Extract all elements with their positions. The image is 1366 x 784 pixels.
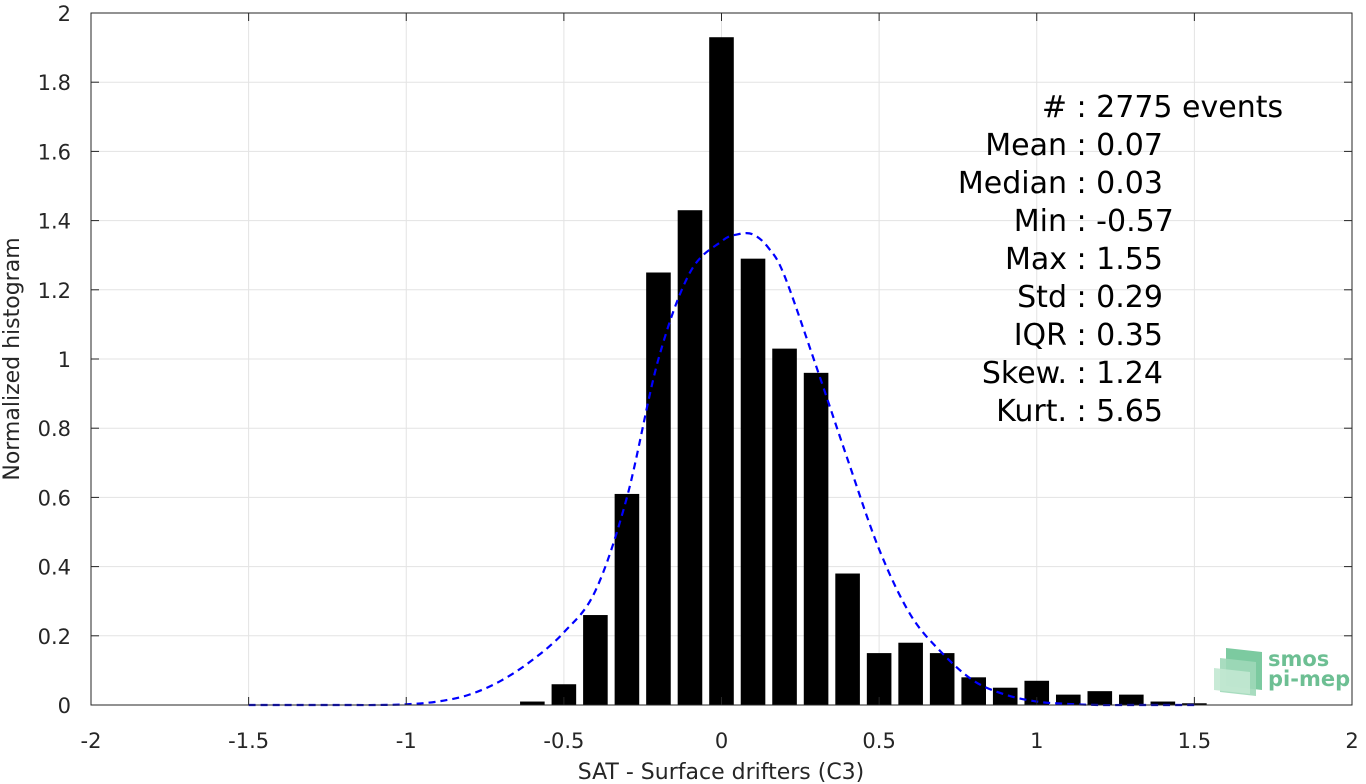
y-tick-label: 0.2 <box>38 625 71 649</box>
histogram-bar <box>803 372 829 705</box>
x-tick-label: 1 <box>1030 729 1043 753</box>
y-axis-label: Normalized histogram <box>0 237 25 480</box>
histogram-bar <box>898 642 923 705</box>
stats-line: Kurt. : 5.65 <box>996 394 1163 429</box>
stats-line: # : 2775 events <box>1042 90 1283 125</box>
y-tick-label: 1.2 <box>38 279 71 303</box>
x-tick-label: -2 <box>81 729 102 753</box>
fit-curve <box>248 232 1195 707</box>
histogram-bars <box>520 37 1207 706</box>
x-axis-label: SAT - Surface drifters (C3) <box>578 760 865 784</box>
x-tick-label: -0.5 <box>543 729 584 753</box>
y-tick-label: 1.8 <box>38 71 71 95</box>
y-tick-label: 0.8 <box>38 417 71 441</box>
histogram-bar <box>1119 694 1144 705</box>
y-tick-label: 1 <box>58 348 71 372</box>
x-tick-label: -1.5 <box>228 729 269 753</box>
x-tick-label: 0 <box>715 729 728 753</box>
x-tick-label: 0.5 <box>862 729 895 753</box>
stats-line: Max : 1.55 <box>1005 242 1163 277</box>
histogram-bar <box>583 615 608 705</box>
stats-line: IQR : 0.35 <box>1014 318 1163 353</box>
y-tick-label: 0.4 <box>38 556 71 580</box>
histogram-bar <box>520 701 545 705</box>
stats-line: Skew. : 1.24 <box>982 356 1163 391</box>
y-tick-label: 1.6 <box>38 140 71 164</box>
histogram-bar <box>961 677 986 705</box>
histogram-bar <box>709 37 734 706</box>
y-tick-label: 1.4 <box>38 210 71 234</box>
y-axis-ticks: 0 0.2 0.4 0.6 0.8 1 1.2 1.4 1.6 1.8 2 <box>38 2 1352 718</box>
x-tick-label: -1 <box>396 729 417 753</box>
histogram-bar <box>740 258 766 705</box>
stats-line: Min : -0.57 <box>1014 204 1174 239</box>
histogram-bar <box>1055 694 1081 705</box>
histogram-bar <box>614 493 640 705</box>
logo-text-smos: smos <box>1268 647 1329 671</box>
y-tick-label: 0 <box>58 694 71 718</box>
histogram-bar <box>866 653 892 705</box>
histogram-bar <box>835 573 860 705</box>
logo-icon <box>1214 648 1262 696</box>
histogram-bar <box>772 348 797 705</box>
x-tick-label: 2 <box>1345 729 1358 753</box>
x-tick-label: 1.5 <box>1178 729 1211 753</box>
smos-pi-mep-logo: smos pi-mep <box>1214 647 1350 696</box>
stats-line: Median : 0.03 <box>958 166 1163 201</box>
y-tick-label: 0.6 <box>38 486 71 510</box>
y-tick-label: 2 <box>58 2 71 26</box>
histogram-bar <box>1087 691 1113 705</box>
stats-line: Mean : 0.07 <box>985 128 1163 163</box>
histogram-bar <box>1150 701 1176 705</box>
logo-text-pi-mep: pi-mep <box>1268 667 1350 691</box>
histogram-bar <box>551 684 577 705</box>
histogram-bar <box>677 210 703 705</box>
histogram-bar <box>646 272 671 705</box>
stats-line: Std : 0.29 <box>1017 280 1163 315</box>
x-axis-ticks: -2 -1.5 -1 -0.5 0 0.5 1 1.5 2 <box>81 13 1359 753</box>
